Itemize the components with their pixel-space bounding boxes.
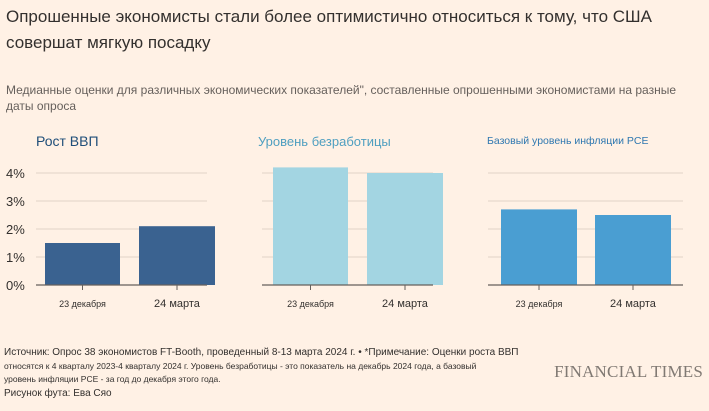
y-tick-label: 0%: [6, 278, 25, 293]
panel-title-1: Рост ВВП: [36, 133, 99, 149]
x-tick-label: 23 декабря: [287, 299, 334, 309]
y-tick-label: 3%: [6, 194, 25, 209]
source-line-2: относятся к 4 кварталу 2023-4 кварталу 2…: [4, 360, 477, 371]
credit-line: Рисунок фута: Ева Сяо: [4, 387, 112, 399]
chart-title: Опрошенные экономисты стали более оптими…: [6, 7, 652, 52]
bar-1-1: [45, 243, 120, 285]
bar-3-2: [595, 215, 671, 285]
x-tick-label: 24 марта: [382, 298, 429, 310]
x-tick-label: 24 марта: [154, 298, 201, 310]
ft-brand-logo: FINANCIAL TIMES: [554, 362, 703, 381]
chart-subtitle: Медианные оценки для различных экономиче…: [6, 83, 677, 113]
y-tick-label: 4%: [6, 166, 25, 181]
bar-3-1: [501, 209, 577, 285]
source-line-3: уровень инфляции PCE - за год до декабря…: [4, 374, 221, 384]
bar-2-2: [367, 173, 443, 285]
bar-2-1: [273, 167, 348, 285]
y-tick-label: 2%: [6, 222, 25, 237]
x-tick-label: 23 декабря: [59, 299, 106, 309]
y-tick-label: 1%: [6, 250, 25, 265]
panel-title-3: Базовый уровень инфляции PCE: [487, 135, 649, 147]
x-tick-label: 24 марта: [610, 298, 657, 310]
source-line-1: Источник: Опрос 38 экономистов FT-Booth,…: [4, 347, 519, 358]
bar-1-2: [139, 226, 215, 285]
source-note: Источник: Опрос 38 экономистов FT-Booth,…: [4, 346, 524, 400]
x-tick-label: 23 декабря: [516, 299, 563, 309]
panel-title-2: Уровень безработицы: [258, 134, 391, 149]
